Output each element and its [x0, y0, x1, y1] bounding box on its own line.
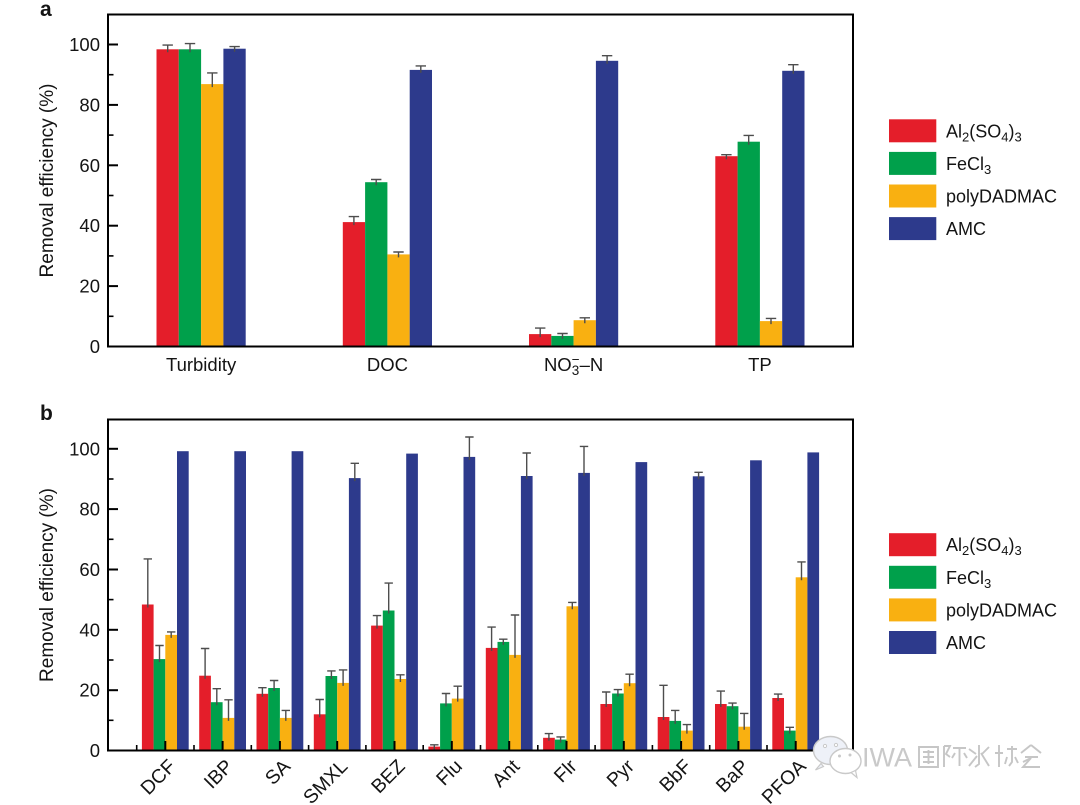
svg-text:60: 60: [79, 559, 100, 580]
svg-text:FeCl3: FeCl3: [946, 154, 991, 177]
svg-text:NO3−–N: NO3−–N: [544, 352, 603, 378]
svg-text:Removal efficiency (%): Removal efficiency (%): [37, 488, 58, 682]
svg-text:AMC: AMC: [946, 633, 986, 653]
svg-text:Al2(SO4)3: Al2(SO4)3: [946, 121, 1022, 144]
svg-text:40: 40: [79, 215, 100, 236]
svg-text:40: 40: [79, 619, 100, 640]
svg-text:polyDADMAC: polyDADMAC: [946, 187, 1057, 207]
svg-text:80: 80: [79, 499, 100, 520]
svg-text:20: 20: [79, 680, 100, 701]
svg-text:polyDADMAC: polyDADMAC: [946, 600, 1057, 620]
svg-text:b: b: [40, 402, 53, 425]
svg-text:TP: TP: [748, 354, 772, 375]
svg-text:0: 0: [90, 740, 100, 761]
svg-text:Al2(SO4)3: Al2(SO4)3: [946, 535, 1022, 558]
svg-text:IWA: IWA: [862, 743, 912, 773]
svg-text:20: 20: [79, 276, 100, 297]
svg-text:Removal efficiency (%): Removal efficiency (%): [37, 84, 58, 278]
svg-text:100: 100: [69, 34, 100, 55]
svg-text:DOC: DOC: [367, 354, 408, 375]
svg-text:AMC: AMC: [946, 219, 986, 239]
svg-text:100: 100: [69, 438, 100, 459]
svg-text:Turbidity: Turbidity: [166, 354, 237, 375]
svg-text:0: 0: [90, 336, 100, 357]
svg-text:60: 60: [79, 155, 100, 176]
svg-text:FeCl3: FeCl3: [946, 568, 991, 591]
svg-text:80: 80: [79, 94, 100, 115]
svg-text:a: a: [40, 0, 52, 21]
